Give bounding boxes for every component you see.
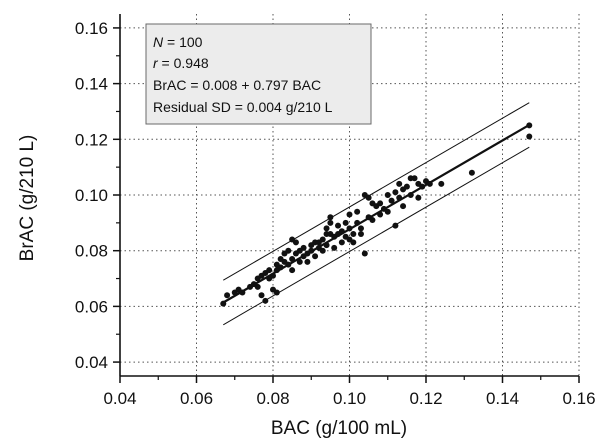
data-point [392, 222, 399, 229]
data-point [254, 283, 261, 290]
x-tick-label: 0.04 [103, 389, 136, 408]
data-point [327, 214, 334, 221]
x-tick-label: 0.16 [562, 389, 595, 408]
y-tick-label: 0.04 [75, 353, 108, 372]
data-point [526, 133, 533, 140]
data-point [289, 267, 296, 274]
data-point [342, 219, 349, 226]
data-point [377, 211, 384, 218]
y-tick-label: 0.10 [75, 186, 108, 205]
data-point [292, 239, 299, 246]
data-point [350, 239, 357, 246]
lower-prediction-line [223, 146, 530, 326]
stat-n-value: = 100 [163, 34, 203, 50]
prediction-band [222, 102, 530, 326]
y-tick-label: 0.08 [75, 242, 108, 261]
data-point [323, 225, 330, 232]
stat-r-value: = 0.948 [158, 55, 209, 71]
x-tick-label: 0.12 [409, 389, 442, 408]
data-point [239, 289, 246, 296]
data-point [220, 300, 227, 307]
data-point [262, 297, 269, 304]
data-point [224, 292, 231, 299]
data-point [357, 230, 364, 237]
data-point [312, 253, 319, 260]
x-axis-title: BAC (g/100 mL) [271, 418, 407, 439]
x-tick-label: 0.10 [333, 389, 366, 408]
data-point [270, 272, 276, 279]
data-point [323, 242, 330, 249]
stat-residual: Residual SD = 0.004 g/210 L [153, 99, 333, 115]
data-point [304, 258, 311, 265]
data-point [396, 180, 403, 187]
y-tick-label: 0.12 [75, 130, 108, 149]
data-point [308, 247, 315, 254]
data-point [258, 292, 265, 299]
data-point [384, 208, 391, 215]
y-tick-label: 0.06 [75, 297, 108, 316]
data-point [354, 208, 361, 215]
stat-n: N = 100 [153, 34, 203, 50]
stat-r-label: r [153, 55, 159, 71]
upper-prediction-line [223, 102, 530, 281]
stat-r: r = 0.948 [153, 55, 209, 71]
y-tick-label: 0.14 [75, 75, 108, 94]
x-tick-label: 0.14 [486, 389, 519, 408]
stats-box-background [145, 23, 372, 125]
data-points [220, 122, 533, 307]
data-point [438, 180, 445, 187]
data-point [338, 239, 345, 246]
x-tick-label: 0.08 [256, 389, 289, 408]
data-point [266, 267, 273, 274]
data-point [400, 203, 407, 210]
data-point [388, 197, 395, 204]
data-point [392, 189, 399, 196]
data-point [346, 225, 353, 232]
data-point [338, 228, 345, 235]
data-point [384, 192, 391, 198]
data-point [327, 219, 334, 226]
data-point [396, 194, 403, 201]
data-point [289, 256, 296, 263]
data-point [300, 244, 307, 251]
data-point [319, 236, 326, 243]
y-tick-label: 0.16 [75, 19, 108, 38]
data-point [350, 230, 357, 237]
regression-line [222, 123, 530, 304]
data-point [426, 180, 433, 187]
data-point [335, 222, 342, 229]
data-point [419, 183, 426, 190]
data-point [319, 247, 326, 254]
stat-n-label: N [153, 34, 164, 50]
data-point [357, 225, 364, 232]
data-point [377, 200, 384, 207]
data-point [331, 244, 338, 251]
data-point [285, 261, 292, 268]
stat-equation: BrAC = 0.008 + 0.797 BAC [153, 77, 321, 93]
data-point [273, 289, 280, 296]
data-point [468, 169, 475, 176]
data-point [411, 175, 418, 182]
y-axis-title: BrAC (g/210 L) [17, 135, 38, 262]
data-point [361, 250, 368, 257]
data-point [277, 264, 284, 271]
data-point [365, 194, 372, 201]
data-point [415, 194, 422, 201]
data-point [526, 122, 533, 129]
x-tick-label: 0.06 [180, 389, 213, 408]
data-point [354, 219, 361, 226]
stats-box: N = 100 r = 0.948 BrAC = 0.008 + 0.797 B… [145, 23, 372, 125]
tick-labels: 0.04 0.06 0.08 0.10 0.12 0.14 0.16 0.04 0.06 0.08… [75, 19, 596, 408]
data-point [346, 211, 353, 218]
data-point [296, 258, 303, 265]
data-point [403, 183, 410, 190]
data-point [369, 217, 376, 224]
data-point [407, 192, 414, 198]
axes [113, 14, 580, 383]
data-point [285, 247, 292, 254]
